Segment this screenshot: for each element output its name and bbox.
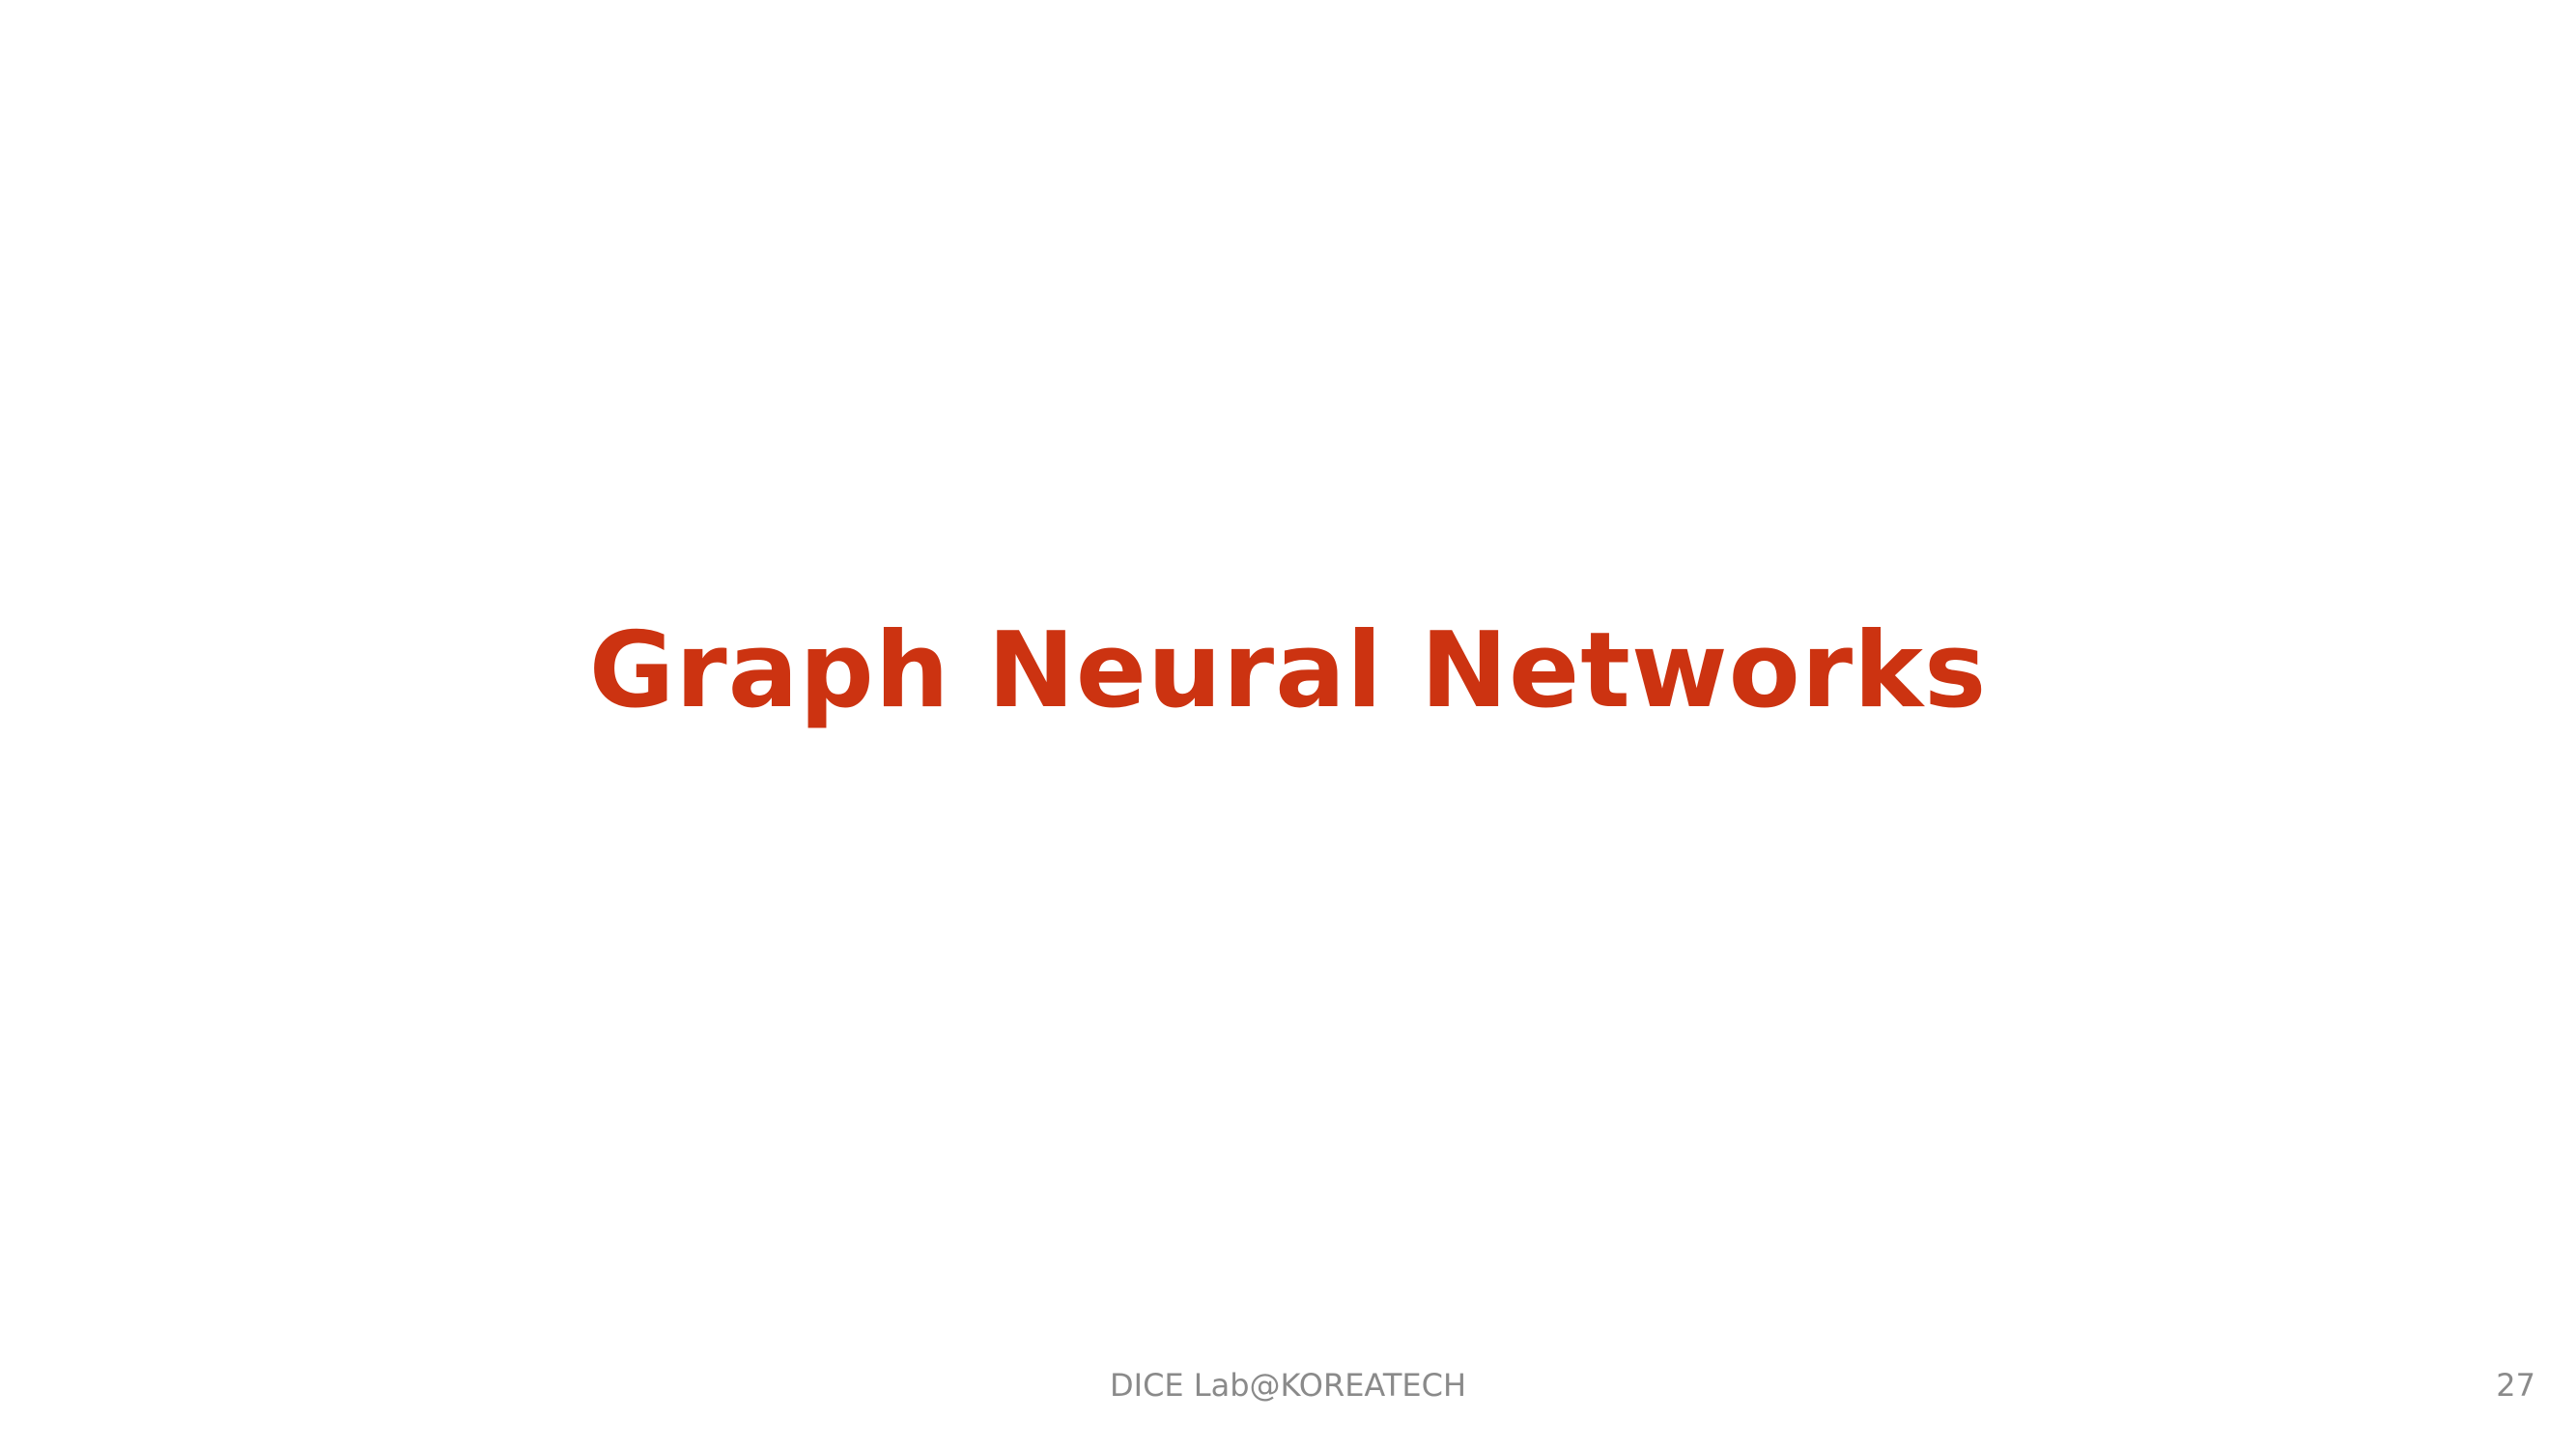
slide-title: Graph Neural Networks bbox=[588, 611, 1988, 731]
page-number: 27 bbox=[2496, 1367, 2535, 1404]
footer-text: DICE Lab@KOREATECH bbox=[1109, 1367, 1466, 1404]
